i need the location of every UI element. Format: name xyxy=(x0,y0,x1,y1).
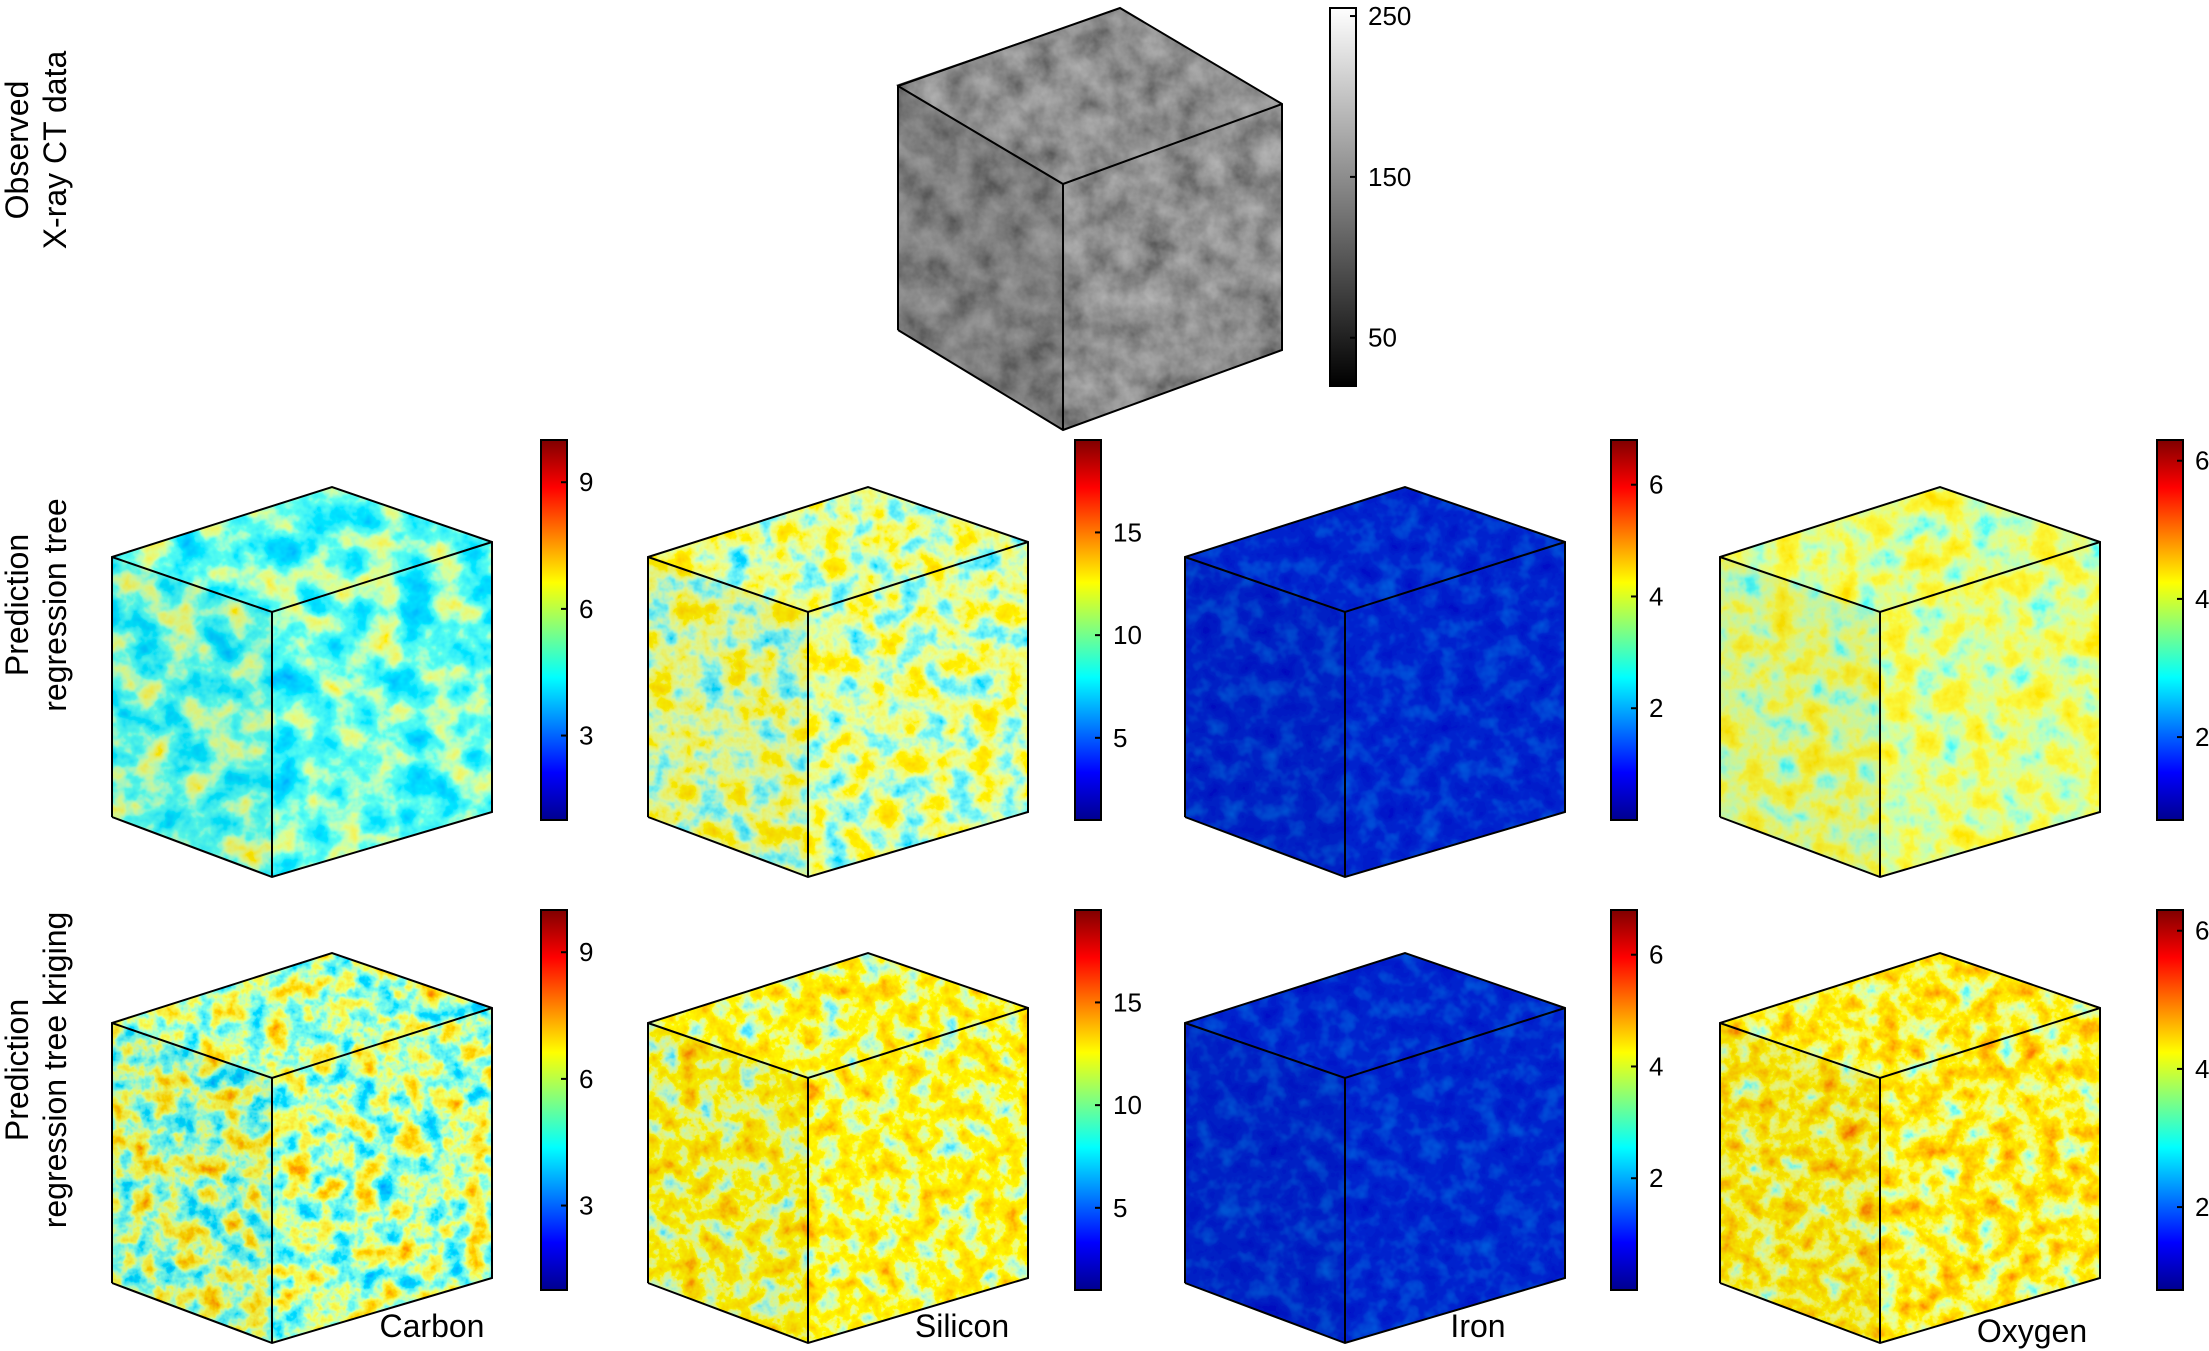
silicon-tree-colorbar: 15 10 5 xyxy=(1074,439,1142,821)
column-label-oxygen: Oxygen xyxy=(1977,1313,2087,1349)
silicon-kriging-cube-left-face xyxy=(648,1023,808,1343)
ct-colorbar-gradient xyxy=(1330,8,1356,386)
oxygen-kriging-cube-left-face xyxy=(1720,1023,1880,1343)
ct-colorbar-tick-label-2: 50 xyxy=(1368,323,1397,353)
oxygen-tree-colorbar-tick-label-2: 2 xyxy=(2195,722,2209,752)
observed-ct-volume xyxy=(897,6,1283,432)
oxygen-kriging-colorbar: 6 4 2 xyxy=(2156,909,2209,1291)
row-label-regression-tree: Prediction regression tree xyxy=(0,498,73,711)
iron-tree-colorbar-frame xyxy=(1610,439,1638,821)
column-label-carbon: Carbon xyxy=(380,1308,485,1344)
ct-colorbar-tick-label-1: 150 xyxy=(1368,162,1411,192)
oxygen-kriging-colorbar-gradient xyxy=(2157,910,2183,1290)
cubes-layer xyxy=(111,6,2101,1345)
silicon-kriging-colorbar: 15 10 5 xyxy=(1074,909,1142,1291)
row-label-regression-tree-line1: Prediction xyxy=(0,534,35,676)
silicon-tree-cube-left-face xyxy=(648,557,808,877)
carbon-tree-colorbar-tick-label-1: 6 xyxy=(579,594,593,624)
carbon-kriging-cube-left-face xyxy=(112,1023,272,1343)
iron-kriging-colorbar-tick-label-2: 2 xyxy=(1649,1163,1663,1193)
iron-tree-colorbar-gradient xyxy=(1611,440,1637,820)
carbon-tree-colorbar-gradient xyxy=(541,440,567,820)
iron-kriging-colorbar-tick-label-0: 6 xyxy=(1649,940,1663,970)
carbon-tree-colorbar: 9 6 3 xyxy=(540,439,593,821)
carbon-kriging-colorbar: 9 6 3 xyxy=(540,909,593,1291)
row-label-kriging-line2: regression tree kriging xyxy=(37,912,73,1229)
oxygen-kriging-cube xyxy=(1719,951,2101,1345)
colorbars-layer: 250 150 50 9 6 3 15 10 5 6 4 2 6 4 2 9 6 3 15 10 5 6 4 2 6 4 2 xyxy=(540,1,2209,1291)
iron-kriging-colorbar-frame xyxy=(1610,909,1638,1291)
iron-kriging-colorbar-tick-label-1: 4 xyxy=(1649,1051,1663,1081)
oxygen-tree-cube-left-face xyxy=(1720,557,1880,877)
oxygen-kriging-colorbar-tick-label-0: 6 xyxy=(2195,916,2209,946)
carbon-kriging-colorbar-tick-label-0: 9 xyxy=(579,937,593,967)
silicon-tree-cube xyxy=(647,485,1029,879)
row-label-observed-line1: Observed xyxy=(0,81,35,220)
iron-tree-cube xyxy=(1184,485,1566,879)
oxygen-tree-colorbar: 6 4 2 xyxy=(2156,439,2209,821)
iron-tree-cube-left-face xyxy=(1185,557,1345,877)
carbon-tree-colorbar-tick-label-2: 3 xyxy=(579,721,593,751)
oxygen-tree-colorbar-gradient xyxy=(2157,440,2183,820)
oxygen-kriging-colorbar-frame xyxy=(2156,909,2184,1291)
column-label-iron: Iron xyxy=(1450,1308,1505,1344)
iron-kriging-colorbar-gradient xyxy=(1611,910,1637,1290)
oxygen-tree-colorbar-tick-label-0: 6 xyxy=(2195,446,2209,476)
ct-colorbar-frame xyxy=(1329,7,1357,387)
silicon-kriging-cube xyxy=(647,951,1029,1345)
column-label-silicon: Silicon xyxy=(915,1308,1009,1344)
silicon-kriging-colorbar-tick-label-1: 10 xyxy=(1113,1090,1142,1120)
carbon-kriging-colorbar-tick-label-2: 3 xyxy=(579,1191,593,1221)
iron-kriging-cube-left-face xyxy=(1185,1023,1345,1343)
ct-colorbar-tick-label-0: 250 xyxy=(1368,1,1411,31)
oxygen-tree-cube xyxy=(1719,485,2101,879)
row-label-observed-line2: X-ray CT data xyxy=(37,51,73,250)
carbon-kriging-colorbar-gradient xyxy=(541,910,567,1290)
carbon-kriging-colorbar-tick-label-1: 6 xyxy=(579,1064,593,1094)
iron-tree-colorbar-tick-label-2: 2 xyxy=(1649,693,1663,723)
silicon-kriging-colorbar-tick-label-2: 5 xyxy=(1113,1193,1127,1223)
ct-colorbar: 250 150 50 xyxy=(1329,1,1411,387)
iron-tree-colorbar: 6 4 2 xyxy=(1610,439,1663,821)
oxygen-tree-colorbar-frame xyxy=(2156,439,2184,821)
oxygen-kriging-colorbar-tick-label-2: 2 xyxy=(2195,1192,2209,1222)
carbon-kriging-cube xyxy=(111,951,493,1345)
silicon-kriging-colorbar-gradient xyxy=(1075,910,1101,1290)
row-label-observed: Observed X-ray CT data xyxy=(0,51,73,250)
iron-tree-colorbar-tick-label-0: 6 xyxy=(1649,470,1663,500)
iron-kriging-cube xyxy=(1184,951,1566,1345)
row-label-regression-tree-kriging: Prediction regression tree kriging xyxy=(0,912,73,1229)
carbon-tree-colorbar-tick-label-0: 9 xyxy=(579,467,593,497)
oxygen-tree-colorbar-tick-label-1: 4 xyxy=(2195,584,2209,614)
row-label-regression-tree-line2: regression tree xyxy=(37,498,73,711)
silicon-tree-colorbar-tick-label-0: 15 xyxy=(1113,517,1142,547)
iron-kriging-colorbar: 6 4 2 xyxy=(1610,909,1663,1291)
carbon-tree-colorbar-frame xyxy=(540,439,568,821)
carbon-tree-cube xyxy=(111,485,493,879)
silicon-tree-colorbar-tick-label-2: 5 xyxy=(1113,723,1127,753)
silicon-tree-colorbar-tick-label-1: 10 xyxy=(1113,620,1142,650)
iron-tree-colorbar-tick-label-1: 4 xyxy=(1649,581,1663,611)
silicon-tree-colorbar-gradient xyxy=(1075,440,1101,820)
silicon-tree-colorbar-frame xyxy=(1074,439,1102,821)
silicon-kriging-colorbar-tick-label-0: 15 xyxy=(1113,987,1142,1017)
carbon-tree-cube-left-face xyxy=(112,557,272,877)
row-label-kriging-line1: Prediction xyxy=(0,999,35,1141)
oxygen-kriging-colorbar-tick-label-1: 4 xyxy=(2195,1054,2209,1084)
carbon-kriging-colorbar-frame xyxy=(540,909,568,1291)
silicon-kriging-colorbar-frame xyxy=(1074,909,1102,1291)
